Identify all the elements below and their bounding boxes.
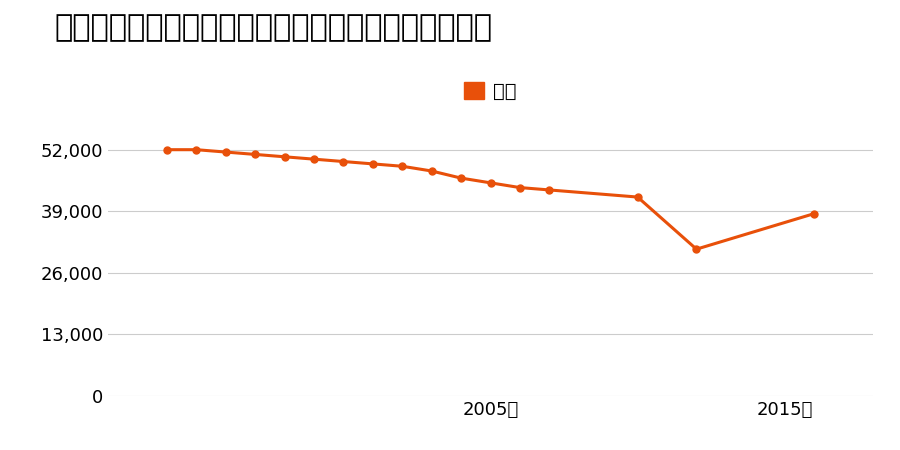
Text: 福島県いわき市平上荒川字桜町５９番１内の地価推移: 福島県いわき市平上荒川字桜町５９番１内の地価推移 — [54, 14, 492, 42]
Legend: 価格: 価格 — [464, 82, 517, 101]
